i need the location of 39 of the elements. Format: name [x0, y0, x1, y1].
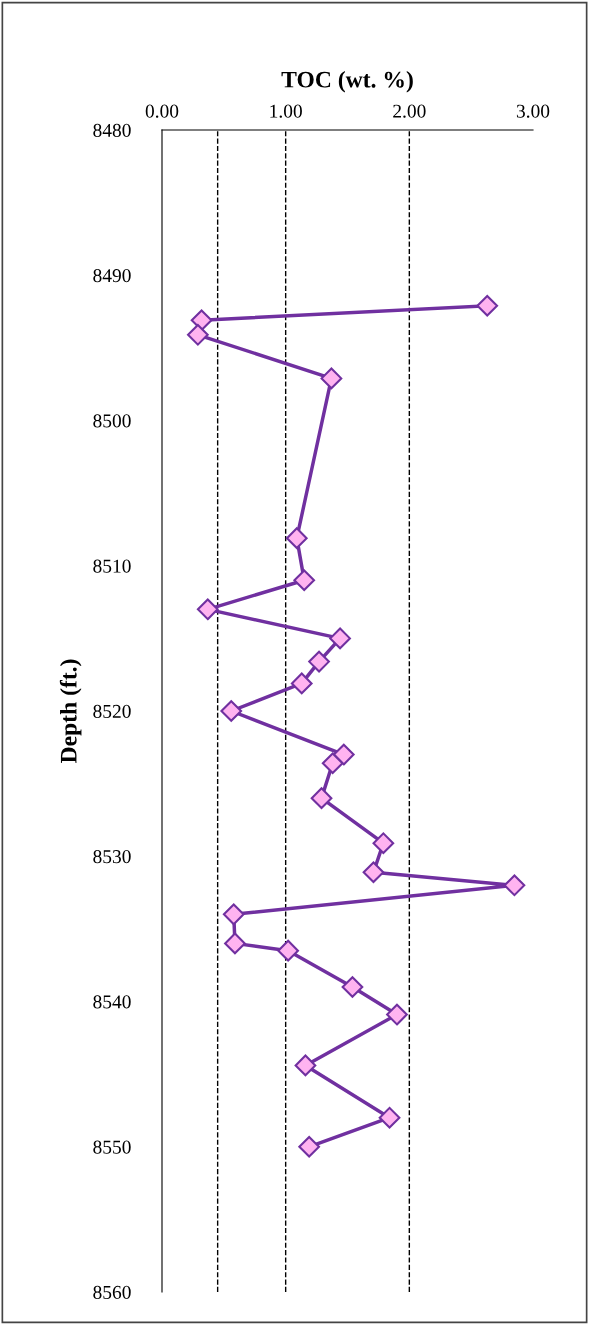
point: [329, 627, 351, 650]
point: [196, 598, 219, 621]
x-tick-label: 2.00: [393, 104, 426, 118]
point: [222, 903, 245, 926]
point: [187, 323, 209, 346]
point: [321, 752, 344, 775]
y-tick-label: 8540: [93, 995, 131, 1009]
point: [277, 939, 299, 962]
point: [298, 1135, 321, 1158]
y-tick-label: 8550: [93, 1140, 131, 1154]
y-tick-label: 8480: [93, 123, 131, 137]
point: [320, 367, 343, 390]
point: [285, 527, 308, 550]
point: [476, 294, 499, 317]
point: [386, 1003, 408, 1026]
y-tick-label: 8520: [93, 704, 131, 718]
y-tick-label: 8560: [93, 1285, 131, 1299]
y-axis-title: Depth (ft.): [59, 659, 82, 764]
point: [190, 309, 213, 332]
point: [372, 832, 395, 855]
y-tick-label: 8530: [93, 850, 131, 864]
y-tick-label: 8490: [93, 269, 131, 283]
point: [503, 874, 526, 897]
point: [308, 650, 330, 673]
point: [224, 932, 246, 955]
point: [290, 672, 313, 695]
x-tick-label: 0.00: [145, 104, 179, 118]
point: [378, 1106, 401, 1129]
y-tick-label: 8510: [93, 559, 131, 573]
y-tick-label: 8500: [93, 414, 131, 428]
point: [220, 700, 243, 722]
x-tick-label: 1.00: [270, 104, 302, 118]
point: [293, 569, 316, 592]
point: [341, 976, 364, 998]
x-tick-label: 3.00: [516, 104, 550, 118]
point: [310, 787, 333, 810]
x-axis-title: TOC (wt. %): [281, 70, 413, 93]
point: [294, 1054, 317, 1077]
point: [362, 861, 385, 884]
